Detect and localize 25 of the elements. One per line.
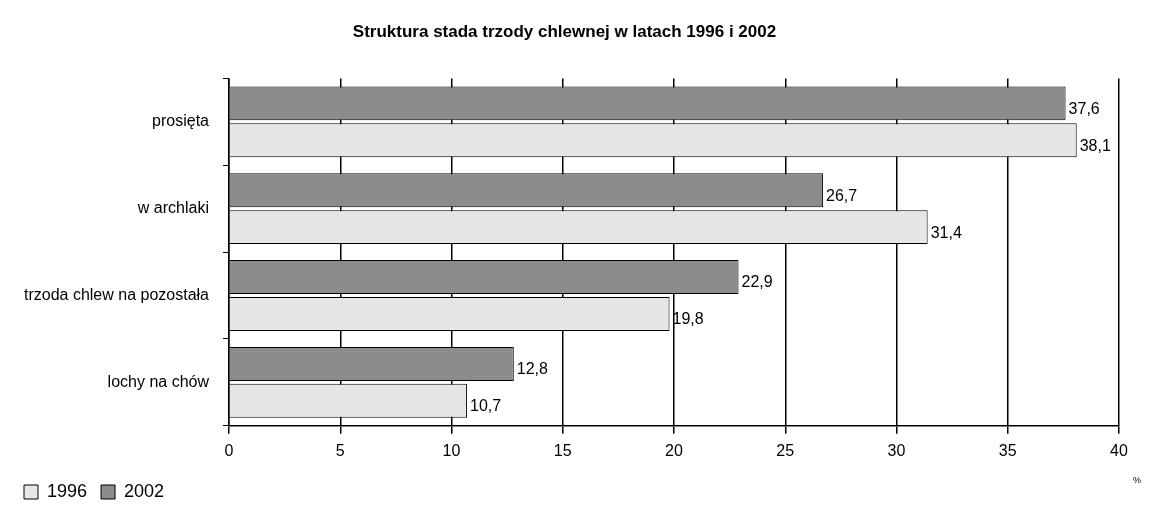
data-label: 10,7 — [470, 397, 502, 415]
x-tick-label: 40 — [1110, 441, 1128, 459]
chart-title: Struktura stada trzody chlewnej w latach 1996 i 2002 — [352, 21, 777, 41]
x-axis-title: % — [1133, 475, 1142, 486]
data-label: 12,8 — [516, 360, 549, 378]
data-label: 26,7 — [826, 186, 858, 204]
x-tick-label: 5 — [335, 441, 345, 459]
y-tick-label: prosięta — [152, 112, 210, 130]
x-tick-label: 30 — [887, 441, 906, 459]
x-tick-label: 35 — [998, 441, 1017, 459]
x-tick-label: 10 — [442, 441, 461, 459]
y-tick-label: lochy na chów — [107, 372, 210, 390]
x-tick-label: 20 — [665, 441, 683, 459]
x-tick-label: 25 — [776, 441, 795, 459]
legend-label: 2002 — [124, 480, 165, 501]
x-tick-label: 0 — [224, 441, 234, 459]
data-label: 22,9 — [741, 273, 773, 291]
data-label: 38,1 — [1079, 136, 1111, 154]
legend-label: 1996 — [47, 480, 88, 501]
data-label: 19,8 — [672, 310, 704, 328]
y-tick-label: trzoda chlew na pozostała — [24, 285, 210, 303]
data-label: 31,4 — [930, 223, 962, 241]
x-tick-label: 15 — [553, 441, 572, 459]
y-tick-label: w archlaki — [136, 199, 209, 217]
data-label: 37,6 — [1068, 99, 1100, 117]
